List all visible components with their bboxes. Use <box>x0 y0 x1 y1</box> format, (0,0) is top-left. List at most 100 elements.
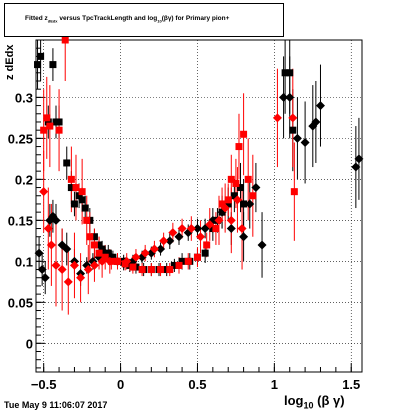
data-point-diamond <box>140 248 150 258</box>
title-prefix: Fitted z <box>25 15 48 22</box>
y-tick-label: 0.25 <box>8 131 33 146</box>
data-point-square <box>224 200 232 208</box>
data-point-square <box>184 257 192 265</box>
data-point-diamond <box>89 260 99 270</box>
data-point-square <box>193 253 201 261</box>
data-point-square <box>138 266 146 274</box>
data-point-square <box>170 261 178 269</box>
data-point-square <box>212 225 220 233</box>
data-point-square <box>201 249 209 257</box>
data-point-diamond <box>257 240 267 250</box>
data-point-square <box>40 126 48 134</box>
data-point-square <box>81 204 89 212</box>
axis-ticks <box>36 47 352 372</box>
chart-title: Fitted zdEdx versus TpcTrackLength and l… <box>25 15 229 23</box>
data-point-square <box>43 114 51 122</box>
data-point-square <box>175 261 183 269</box>
title-box: Fitted zdEdx versus TpcTrackLength and l… <box>4 3 284 37</box>
data-point-square <box>90 233 98 241</box>
axis-tick-labels: −0.5 0 0.5 1 1.5 0 0.05 0.1 0.15 0.2 0.25 0.3 <box>8 90 361 392</box>
data-point-diamond <box>251 183 261 193</box>
data-point-square <box>240 130 248 138</box>
data-point-diamond <box>226 224 236 234</box>
data-point-square <box>34 61 42 69</box>
y-axis-label: z dEdx <box>4 45 16 80</box>
data-point-square <box>61 36 69 44</box>
data-point-square <box>230 192 238 200</box>
data-point-square <box>86 233 94 241</box>
data-point-diamond <box>168 228 178 238</box>
data-point-diamond <box>156 244 166 254</box>
data-point-diamond <box>177 224 187 234</box>
error-bars <box>37 40 360 315</box>
data-point-diamond <box>351 162 361 172</box>
data-point-diamond <box>105 256 115 266</box>
data-point-square <box>70 200 78 208</box>
x-axis-label-log: log <box>284 393 304 408</box>
y-tick-label: 0.1 <box>15 254 33 269</box>
x-tick-label: 0 <box>117 377 124 392</box>
x-tick-label: 1.5 <box>342 377 360 392</box>
data-point-diamond <box>34 248 44 258</box>
x-tick-label: −0.5 <box>31 377 57 392</box>
data-point-square <box>78 188 86 196</box>
data-point-square <box>49 61 57 69</box>
plot-frame <box>35 39 363 373</box>
y-tick-label: 0.3 <box>15 90 33 105</box>
data-point-square <box>101 253 109 261</box>
data-point-diamond <box>131 252 141 262</box>
data-point-diamond <box>57 265 67 275</box>
data-point-diamond <box>186 224 196 234</box>
data-point-square <box>90 241 98 249</box>
data-point-square <box>147 266 155 274</box>
data-point-square <box>72 184 80 192</box>
data-point-square <box>67 175 75 183</box>
data-point-square <box>44 118 52 126</box>
data-point-square <box>78 196 86 204</box>
y-tick-label: 0.15 <box>8 213 33 228</box>
timestamp: Tue May 9 11:06:07 2017 <box>4 400 108 410</box>
y-tick-label: 0.05 <box>8 295 33 310</box>
data-point-diamond <box>69 260 79 270</box>
x-tick-label: 1 <box>271 377 278 392</box>
data-point-square <box>46 122 54 130</box>
data-point-square <box>203 241 211 249</box>
data-point-diamond <box>165 236 175 246</box>
data-point-diamond <box>40 273 50 283</box>
data-point-square <box>75 192 83 200</box>
data-point-diamond <box>37 265 47 275</box>
data-point-square <box>286 69 294 77</box>
data-point-diamond <box>122 256 132 266</box>
data-point-square <box>227 175 235 183</box>
data-point-square <box>129 263 137 271</box>
data-point-diamond <box>196 232 206 242</box>
data-point-square <box>55 118 63 126</box>
data-point-diamond <box>214 215 224 225</box>
data-point-diamond <box>288 113 298 123</box>
data-point-diamond <box>113 256 122 266</box>
y-tick-label: 0 <box>26 336 33 351</box>
data-point-square <box>289 126 297 134</box>
x-axis-label: log10 (β γ) <box>284 393 345 411</box>
data-point-diamond <box>292 133 302 143</box>
data-point-diamond <box>159 236 169 246</box>
title-middle: versus TpcTrackLength and log <box>57 15 158 22</box>
data-point-square <box>224 196 232 204</box>
data-point-square <box>281 69 289 77</box>
data-point-square <box>249 192 257 200</box>
data-point-square <box>37 52 45 60</box>
y-tick-label: 0.2 <box>15 172 33 187</box>
data-points <box>34 36 364 287</box>
data-point-square <box>240 200 248 208</box>
data-point-diamond <box>272 113 282 123</box>
data-point-diamond <box>245 199 255 209</box>
data-point-diamond <box>205 219 215 229</box>
data-point-diamond <box>220 203 230 213</box>
data-point-diamond <box>311 117 321 127</box>
data-point-diamond <box>43 224 53 234</box>
data-point-diamond <box>51 260 61 270</box>
data-point-diamond <box>63 277 73 287</box>
data-point-diamond <box>285 92 295 102</box>
data-point-square <box>55 126 63 134</box>
